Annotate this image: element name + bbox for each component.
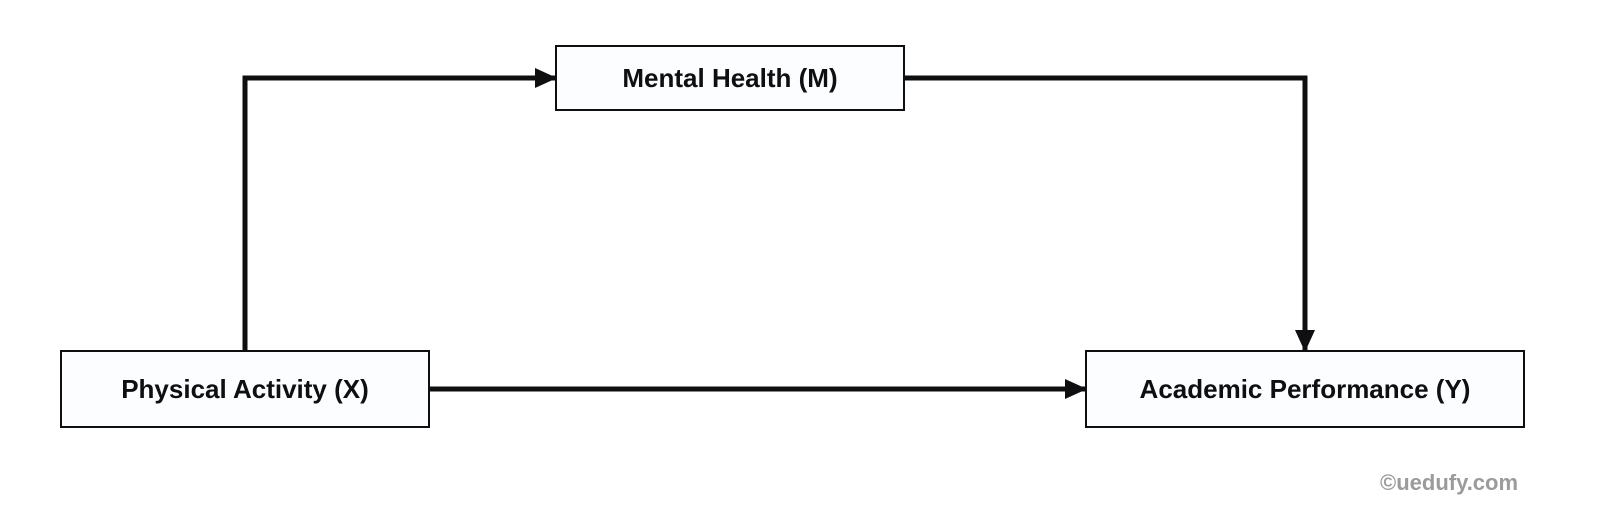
node-label: Physical Activity (X): [121, 374, 369, 405]
edge-m_to_y: [905, 78, 1305, 350]
watermark: ©uedufy.com: [1380, 470, 1518, 496]
watermark-text: ©uedufy.com: [1380, 470, 1518, 495]
edge-x_to_m: [245, 78, 555, 350]
node-label: Mental Health (M): [622, 63, 837, 94]
node-physical-activity: Physical Activity (X): [60, 350, 430, 428]
node-label: Academic Performance (Y): [1140, 374, 1471, 405]
diagram-canvas: Physical Activity (X) Mental Health (M) …: [0, 0, 1600, 520]
node-academic-performance: Academic Performance (Y): [1085, 350, 1525, 428]
node-mental-health: Mental Health (M): [555, 45, 905, 111]
